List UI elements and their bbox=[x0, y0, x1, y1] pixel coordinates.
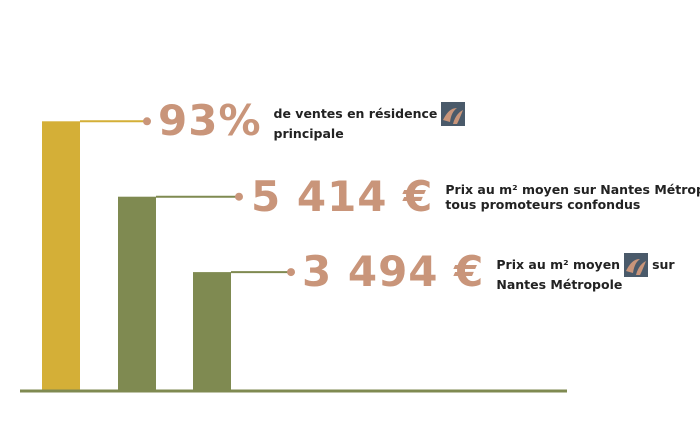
annotation-3-line-2: Nantes Métropole bbox=[496, 276, 623, 292]
connector-dot-3 bbox=[287, 268, 295, 277]
annotation-3-text: Prix au m² moyen sur Nantes Métropole bbox=[496, 252, 675, 292]
bar-1 bbox=[42, 121, 80, 392]
annotation-2-line-1: Prix au m² moyen sur Nantes Métropole bbox=[445, 181, 700, 197]
connector-dot-1 bbox=[143, 117, 151, 126]
annotation-3: 3 494 € Prix au m² moyen sur Nantes Métr… bbox=[302, 251, 675, 293]
bar-3 bbox=[193, 272, 231, 391]
connector-dot-2 bbox=[235, 192, 243, 201]
logo-icon bbox=[624, 252, 649, 277]
annotation-1-line-2: principale bbox=[273, 125, 344, 141]
bar-2 bbox=[118, 196, 156, 391]
annotation-3-line-1-after: sur bbox=[652, 257, 675, 273]
annotation-1: 93% de ventes en résidence principale bbox=[158, 100, 469, 142]
annotation-2: 5 414 € Prix au m² moyen sur Nantes Métr… bbox=[251, 171, 700, 221]
annotation-1-text: de ventes en résidence principale bbox=[273, 101, 470, 141]
annotation-2-value: 5 414 € bbox=[251, 171, 434, 221]
annotation-1-value: 93% bbox=[158, 96, 262, 146]
logo-icon bbox=[441, 101, 466, 126]
annotation-3-value: 3 494 € bbox=[302, 247, 485, 297]
annotation-1-line-1: de ventes en résidence bbox=[273, 106, 438, 122]
annotation-2-text: Prix au m² moyen sur Nantes Métropole to… bbox=[445, 182, 700, 212]
annotation-2-line-2: tous promoteurs confondus bbox=[445, 196, 641, 212]
annotation-3-line-1-before: Prix au m² moyen bbox=[496, 257, 621, 273]
